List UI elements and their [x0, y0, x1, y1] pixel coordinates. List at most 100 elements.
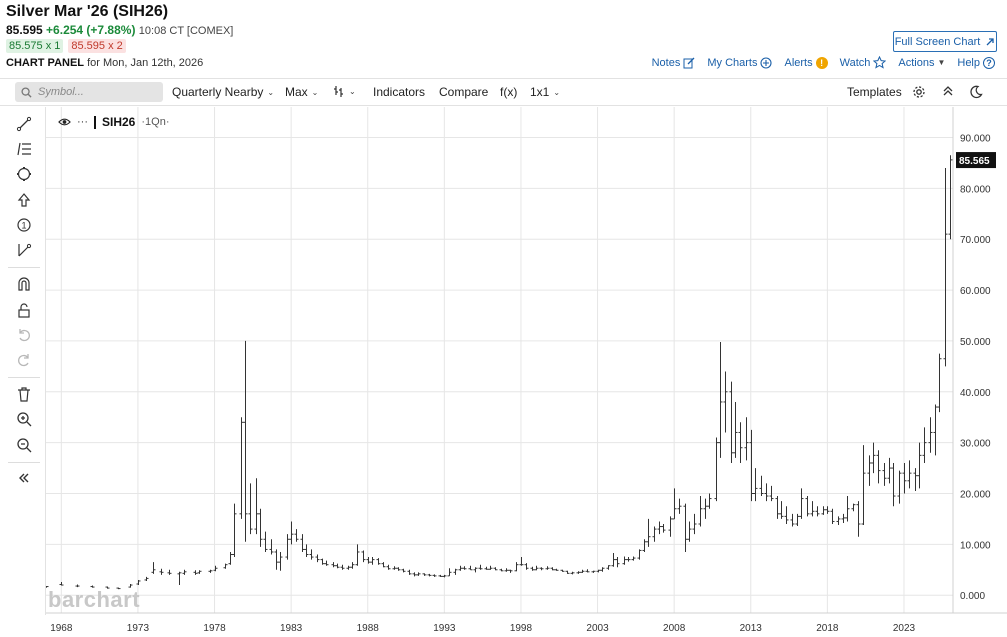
ohlc-bar — [907, 460, 912, 489]
star-icon — [873, 56, 887, 69]
x-tick-label: 2003 — [586, 623, 609, 634]
zoom-in-button[interactable] — [14, 409, 34, 429]
ohlc-bar — [59, 581, 64, 586]
x-tick-label: 2023 — [893, 623, 916, 634]
ohlc-bar — [473, 567, 478, 573]
actions-menu[interactable]: Actions ▼ — [898, 57, 945, 69]
gear-icon — [913, 86, 925, 98]
measure-tool[interactable] — [14, 240, 34, 260]
instrument-title: Silver Mar '26 (SIH26) — [6, 3, 169, 20]
trendline-icon — [16, 116, 32, 132]
chart-area[interactable]: 1968 1973 1978 1983 1988 1993 1998 2003 2008 2013… — [46, 107, 1007, 637]
trendline-tool[interactable] — [14, 114, 34, 134]
symbol-search-input[interactable]: Symbol... — [15, 82, 163, 102]
function-button[interactable]: f(x) — [500, 85, 517, 99]
ohlc-bar — [836, 516, 841, 526]
ohlc-bar — [438, 574, 443, 577]
ohlc-bar — [733, 401, 738, 458]
ohlc-bar — [331, 562, 336, 568]
ohlc-bar — [799, 488, 804, 519]
ohlc-bar — [324, 560, 329, 566]
fibonacci-tool[interactable] — [14, 139, 34, 159]
quote-line: 85.595 +6.254 (+7.88%) 10:08 CT [COMEX] — [6, 23, 233, 37]
delete-drawings-button[interactable] — [14, 384, 34, 404]
ohlc-bar — [493, 567, 498, 571]
ohlc-bar — [672, 488, 677, 520]
price-chart[interactable]: 1968 1973 1978 1983 1988 1993 1998 2003 2008 2013… — [46, 107, 1007, 637]
ohlc-bar — [805, 496, 810, 517]
barchart-logo: barchart — [48, 587, 141, 612]
trash-icon — [18, 387, 30, 402]
undo-button[interactable] — [14, 325, 34, 345]
ohlc-bar — [937, 353, 942, 413]
ohlc-bar — [698, 496, 703, 527]
ohlc-bar — [764, 483, 769, 502]
collapse-toolbar-button[interactable] — [942, 85, 954, 97]
aggregation-dropdown[interactable]: Quarterly Nearby ⌄ — [172, 85, 274, 99]
edit-icon — [683, 57, 695, 68]
chart-type-dropdown[interactable]: ⌄ — [333, 85, 356, 97]
ohlc-bar — [668, 516, 673, 537]
ohlc-bar — [943, 168, 948, 367]
redo-icon — [18, 354, 29, 367]
zoom-in-icon — [17, 412, 32, 427]
magnet-tool[interactable] — [14, 274, 34, 294]
y-tick-label: 60.000 — [960, 286, 991, 297]
eye-icon[interactable] — [58, 117, 71, 127]
ohlc-bar — [703, 498, 708, 519]
watch-link[interactable]: Watch — [840, 56, 887, 69]
ohlc-bar — [779, 501, 784, 519]
zoom-out-icon — [17, 438, 32, 453]
ohlc-bar — [825, 506, 830, 514]
chevron-down-icon: ⌄ — [311, 87, 319, 97]
full-screen-chart-button[interactable]: Full Screen Chart — [893, 31, 997, 52]
settings-button[interactable] — [912, 85, 926, 99]
ohlc-bar — [718, 341, 723, 458]
lock-tool[interactable] — [14, 300, 34, 320]
ohlc-bar — [591, 570, 596, 573]
ohlc-bar — [508, 569, 513, 573]
function-label: f(x) — [500, 85, 518, 99]
ohlc-bar — [530, 566, 535, 571]
redo-button[interactable] — [14, 350, 34, 370]
y-tick-label: 90.000 — [960, 134, 991, 145]
shape-tool[interactable] — [14, 164, 34, 184]
last-price: 85.595 — [6, 23, 43, 37]
ohlc-bar — [683, 503, 688, 552]
chevron-down-icon: ⌄ — [267, 87, 275, 97]
legend-more-icon[interactable]: ··· — [77, 116, 88, 128]
collapse-sidebar-button[interactable] — [14, 468, 34, 488]
plus-circle-icon — [760, 56, 773, 69]
notes-link[interactable]: Notes — [652, 57, 696, 69]
ohlc-bar — [876, 450, 881, 484]
my-charts-link[interactable]: My Charts — [707, 56, 773, 69]
ohlc-bar — [75, 584, 80, 588]
alerts-link[interactable]: Alerts ! — [784, 56, 828, 69]
ohlc-bar — [830, 508, 835, 525]
ohlc-bar — [177, 571, 182, 586]
ohlc-bar — [677, 498, 682, 514]
ohlc-bar — [159, 568, 164, 575]
indicators-label: Indicators — [373, 85, 426, 99]
ohlc-bar — [948, 155, 953, 240]
arrow-tool[interactable] — [14, 190, 34, 210]
layout-dropdown[interactable]: 1x1 ⌄ — [530, 85, 560, 99]
ohlc-bar — [432, 574, 437, 577]
templates-button[interactable]: Templates — [847, 85, 902, 99]
alert-icon: ! — [815, 56, 828, 69]
ohlc-bar — [366, 557, 371, 564]
zoom-out-button[interactable] — [14, 435, 34, 455]
watch-label: Watch — [839, 56, 871, 69]
last-price-marker — [956, 152, 996, 169]
dark-mode-toggle[interactable] — [969, 85, 983, 99]
ohlc-bar — [845, 496, 850, 522]
ohlc-bar — [933, 404, 938, 456]
ohlc-bar — [416, 572, 421, 576]
compare-button[interactable]: Compare — [439, 85, 488, 99]
ohlc-bar — [841, 513, 846, 523]
help-link[interactable]: Help ? — [957, 56, 995, 69]
ohlc-bar — [815, 506, 820, 517]
indicators-button[interactable]: Indicators — [373, 85, 425, 99]
annotation-tool[interactable]: 1 — [14, 215, 34, 235]
range-dropdown[interactable]: Max ⌄ — [285, 85, 318, 99]
